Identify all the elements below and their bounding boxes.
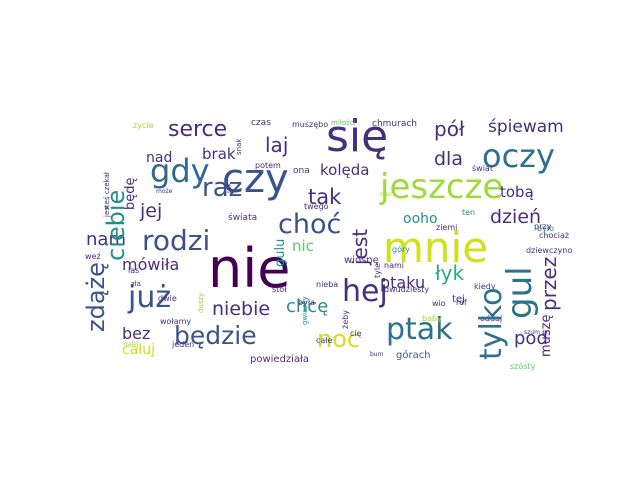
word-gulu: gulu xyxy=(273,238,288,267)
word-mnie: mnie xyxy=(383,223,489,272)
word-jest: jest xyxy=(348,228,372,265)
word-nie: nie xyxy=(208,237,291,300)
word-jej: jej xyxy=(140,200,163,222)
word-gdy: gdy xyxy=(150,152,210,190)
word-dalej: dalej xyxy=(124,341,139,348)
word-brak: brak xyxy=(202,145,236,163)
word-nic: nic xyxy=(292,237,314,255)
word-cie: cię xyxy=(350,329,362,338)
word-ziemi: ziemi xyxy=(436,223,458,232)
word-byla: była xyxy=(298,298,315,307)
word-twego: twego xyxy=(304,202,329,211)
word-noc: noc xyxy=(317,325,361,353)
word-bez: bez xyxy=(122,324,151,343)
word-jak: jak xyxy=(225,182,233,193)
word-pod: pod xyxy=(514,328,548,349)
word-zeby: żeby xyxy=(341,310,350,329)
word-musze: muszę xyxy=(539,314,554,358)
word-ona: ona xyxy=(293,166,310,176)
word-hej: hej xyxy=(342,274,388,309)
word-swiat: świat xyxy=(472,164,493,173)
word-swiata: świata xyxy=(228,213,258,223)
word-rodzi: rodzi xyxy=(142,224,211,257)
word-moze: może xyxy=(156,188,173,195)
word-czy: czy xyxy=(222,156,289,202)
word-tylko: tylko xyxy=(474,287,509,360)
word-lyk: łyk xyxy=(435,261,465,285)
word-dla: dla xyxy=(434,148,463,170)
word-caluj: całuj xyxy=(122,342,156,358)
word-gory: góry xyxy=(392,245,410,254)
word-cloud: nie się czy gdy mnie jeszcze oczy hej ju… xyxy=(80,111,572,371)
word-dwudziesty: dwudziesty xyxy=(384,285,430,294)
word-wolamy: wołamy xyxy=(160,317,192,326)
word-kiedy: kiedy xyxy=(474,282,496,291)
word-nam: nam xyxy=(86,229,126,250)
word-laj: laj xyxy=(265,133,289,157)
word-mowila: mówiła xyxy=(122,255,180,274)
word-jeszcze: jeszcze xyxy=(380,167,504,207)
word-gwiazdy: gwiazdy xyxy=(301,296,309,325)
word-chociaz: chociaż xyxy=(539,231,570,240)
word-ptaku: ptaku xyxy=(380,273,426,292)
word-cale: całe xyxy=(316,336,333,345)
word-nad: nad xyxy=(146,150,173,166)
word-niebie: niebie xyxy=(212,298,271,320)
word-zdaze: zdążę xyxy=(82,262,110,332)
word-wiosne: wiosnę xyxy=(344,255,379,266)
word-powiedziala: powiedziała xyxy=(250,354,310,365)
word-ooho: ooho xyxy=(403,211,438,227)
word-wez: weź xyxy=(85,252,101,261)
word-las: las xyxy=(128,266,140,275)
word-oddaj: oddaj xyxy=(480,314,503,323)
word-wio: wio xyxy=(432,299,446,308)
word-zycie: życie xyxy=(133,121,154,130)
word-dwie: dwie xyxy=(158,294,177,303)
word-tyle: tyle xyxy=(373,262,382,278)
word-duszy: duszy xyxy=(197,292,205,313)
word-dziewczyno: dziewczyno xyxy=(526,246,573,255)
word-jeden: jeden xyxy=(172,340,195,349)
word-niech: niech xyxy=(380,191,397,198)
word-chmurach: chmurach xyxy=(372,119,417,129)
word-czas: czas xyxy=(251,118,271,128)
word-serce: serce xyxy=(168,117,228,142)
word-potem: potem xyxy=(255,161,281,170)
word-gorach: górach xyxy=(396,350,431,361)
word-chce: chcę xyxy=(286,296,329,317)
word-bylo: było xyxy=(537,224,554,233)
word-toba: tobą xyxy=(500,183,534,201)
word-zla: zła xyxy=(131,280,141,288)
word-oczy: oczy xyxy=(482,137,555,175)
word-jestes-czekal: jesteś czekał xyxy=(103,172,111,217)
word-raz: raz xyxy=(202,173,243,203)
word-ref: ref xyxy=(456,298,467,307)
word-bum: bum xyxy=(370,351,384,358)
word-pol: pół xyxy=(434,117,465,141)
word-tak: tak xyxy=(308,185,342,209)
word-nami: nami xyxy=(384,261,404,270)
word-juz: już xyxy=(128,280,172,315)
word-spiewam: śpiewam xyxy=(488,117,564,137)
word-tej: tej xyxy=(452,294,465,305)
word-baby: baby xyxy=(422,314,442,323)
word-bede: będę xyxy=(123,177,138,211)
word-przy: przy xyxy=(534,222,552,231)
word-nieba: nieba xyxy=(316,280,339,289)
word-szum: szum xyxy=(524,329,540,336)
word-ptak: ptak xyxy=(386,312,453,347)
word-ten: ten xyxy=(462,208,476,217)
word-koleda: kolęda xyxy=(320,161,370,179)
word-sie: się xyxy=(326,111,389,162)
word-milosci: miłości xyxy=(331,119,356,127)
word-muszebo: muszębo xyxy=(292,120,329,129)
word-przez: przez xyxy=(537,256,561,311)
word-bedzie: będzie xyxy=(174,321,257,350)
word-snak: snak xyxy=(235,138,243,155)
word-szosty: szósty xyxy=(510,362,536,371)
word-stol: stół xyxy=(272,285,287,294)
word-choc: choć xyxy=(278,209,342,240)
word-dzien: dzień xyxy=(490,206,542,228)
